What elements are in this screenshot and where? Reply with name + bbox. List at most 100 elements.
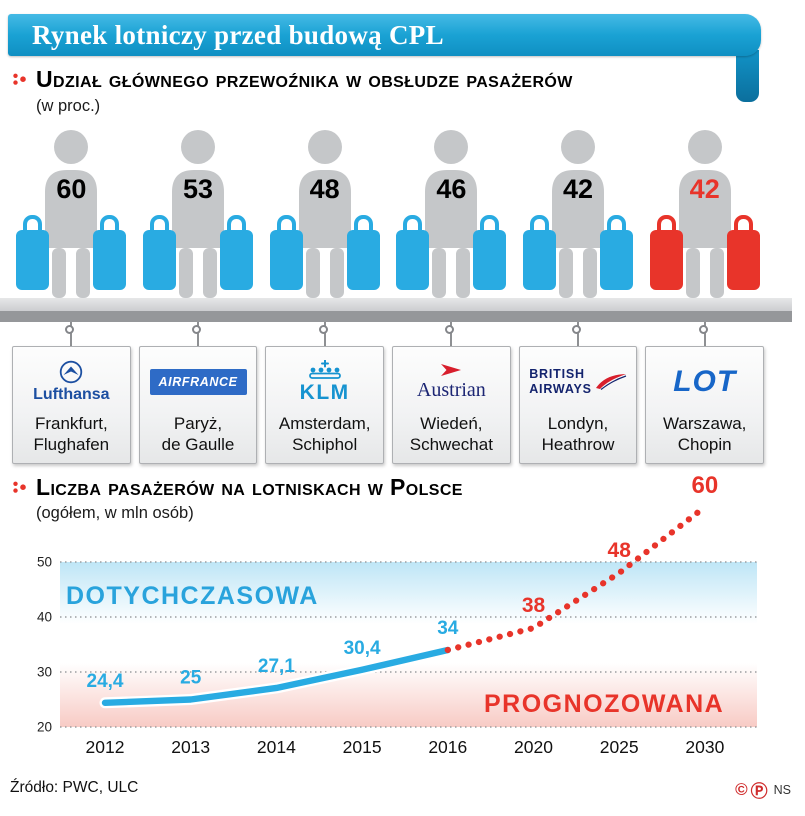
klm-crown-icon xyxy=(308,359,341,379)
figure-airfrance: 53 xyxy=(135,130,262,298)
airport-line2: Heathrow xyxy=(541,435,615,455)
airport-label: Wiedeń, Schwechat xyxy=(393,413,510,457)
svg-text:2016: 2016 xyxy=(428,737,467,757)
airport-line2: Schwechat xyxy=(409,435,493,455)
passenger-figure-icon xyxy=(143,130,253,298)
svg-text:20: 20 xyxy=(37,720,52,735)
svg-text:2014: 2014 xyxy=(257,737,296,757)
airport-label: Amsterdam, Schiphol xyxy=(266,413,383,457)
red-dots-marker-icon xyxy=(13,73,26,85)
hanger-ring xyxy=(698,325,708,334)
svg-text:2015: 2015 xyxy=(343,737,382,757)
share-value: 53 xyxy=(182,174,214,204)
airline-card: BRITISH AIRWAYS Londyn, Heathrow xyxy=(518,346,638,464)
airport-label: Paryż, de Gaulle xyxy=(140,413,257,457)
passenger-figure-icon xyxy=(396,130,507,298)
share-value: 48 xyxy=(309,174,340,204)
svg-text:25: 25 xyxy=(180,668,202,689)
svg-text:2030: 2030 xyxy=(685,737,724,757)
svg-text:30,4: 30,4 xyxy=(344,638,381,659)
svg-text:50: 50 xyxy=(37,555,52,570)
figure-lot: 42 xyxy=(641,130,768,298)
airline-card: LOT Warszawa, Chopin xyxy=(645,346,765,464)
svg-text:30: 30 xyxy=(37,665,52,680)
svg-text:60: 60 xyxy=(692,472,719,499)
svg-text:34: 34 xyxy=(437,618,459,639)
airport-line1: Wiedeń, xyxy=(420,413,483,433)
section1-subtitle: (w proc.) xyxy=(36,97,101,115)
hanger-string xyxy=(703,322,706,346)
airline-name-line2: AIRWAYS xyxy=(529,382,592,396)
share-value: 42 xyxy=(689,174,720,204)
section2-title: Liczba pasażerów na lotniskach w Polsce xyxy=(36,474,463,500)
hanger-string xyxy=(450,322,453,346)
credit-initials: NS xyxy=(773,782,791,797)
airport-line2: de Gaulle xyxy=(161,435,235,455)
lufthansa-logo: Lufthansa xyxy=(13,353,130,411)
passenger-figure-icon xyxy=(269,130,380,298)
p-mark-icon: Ⓟ xyxy=(750,782,768,801)
airline-name-line1: BRITISH xyxy=(529,367,585,381)
airline-card-airfrance: AIRFRANCE Paryż, de Gaulle xyxy=(135,322,262,464)
credits: © Ⓟ NS xyxy=(735,777,791,802)
airline-card-klm: KLM Amsterdam, Schiphol xyxy=(261,322,388,464)
svg-text:27,1: 27,1 xyxy=(258,656,295,677)
hanger-string xyxy=(323,322,326,346)
airport-line1: Amsterdam, xyxy=(278,413,371,433)
source-note: Źródło: PWC, ULC xyxy=(10,779,139,796)
airfrance-logo-box: AIRFRANCE xyxy=(149,369,247,395)
hanger-ring xyxy=(445,325,455,334)
airline-name: AIRFRANCE xyxy=(158,375,238,389)
airport-line2: Chopin xyxy=(677,435,732,455)
section2-heading: Liczba pasażerów na lotniskach w Polsce xyxy=(12,474,463,501)
figure-austrian: 46 xyxy=(388,130,515,298)
hanger-ring xyxy=(192,325,201,334)
airport-line2: Schiphol xyxy=(292,435,358,455)
airport-label: Frankfurt, Flughafen xyxy=(13,413,130,457)
section2-subtitle: (ogółem, w mln osób) xyxy=(36,504,194,522)
airport-label: Londyn, Heathrow xyxy=(520,413,637,457)
legend-forecast: PROGNOZOWANA xyxy=(484,690,725,718)
airline-card: Lufthansa Frankfurt, Flughafen xyxy=(12,346,131,464)
airline-name: Austrian xyxy=(416,378,486,401)
figure-british-airways: 42 xyxy=(515,130,642,298)
airline-card-austrian: Austrian Wiedeń, Schwechat xyxy=(388,322,515,464)
airport-line1: Paryż, xyxy=(173,413,223,433)
hanger-string xyxy=(577,322,580,346)
passenger-figure-icon xyxy=(16,130,127,298)
airline-name: KLM xyxy=(299,380,350,404)
svg-text:48: 48 xyxy=(608,539,632,562)
airport-line1: Warszawa, xyxy=(662,413,747,433)
figure-lufthansa: 60 xyxy=(8,130,135,298)
section1-heading: Udział głównego przewoźnika w obsłudze p… xyxy=(12,66,573,93)
airline-card-lot: LOT Warszawa, Chopin xyxy=(641,322,768,464)
svg-text:2012: 2012 xyxy=(86,737,125,757)
austrian-chevron-icon xyxy=(441,363,462,376)
share-value: 42 xyxy=(563,174,594,204)
airline-boxes-row: Lufthansa Frankfurt, Flughafen AIRFRANCE… xyxy=(8,322,768,464)
figure-klm: 48 xyxy=(261,130,388,298)
airline-name: LOT xyxy=(673,365,737,398)
legend-historical: DOTYCHCZASOWA xyxy=(66,582,319,610)
lot-logo: LOT xyxy=(646,353,763,411)
svg-text:2020: 2020 xyxy=(514,737,553,757)
ba-speedmarque-icon xyxy=(595,374,627,390)
airport-line1: Frankfurt, xyxy=(34,413,108,433)
page-title: Rynek lotniczy przed budową CPL xyxy=(32,19,444,50)
svg-text:2013: 2013 xyxy=(171,737,210,757)
hanger-ring xyxy=(572,325,582,334)
airfrance-logo: AIRFRANCE xyxy=(140,353,257,411)
copyright-icon: © xyxy=(735,779,748,799)
bookmark-ribbon xyxy=(736,50,759,102)
airline-card: KLM Amsterdam, Schiphol xyxy=(265,346,385,464)
svg-text:38: 38 xyxy=(522,594,546,617)
platform-shelf xyxy=(0,298,792,311)
share-value: 46 xyxy=(436,174,467,204)
hanger-string xyxy=(70,322,73,346)
airport-label: Warszawa, Chopin xyxy=(646,413,763,457)
lufthansa-crane-icon xyxy=(60,360,83,384)
svg-text:2025: 2025 xyxy=(600,737,639,757)
passengers-line-chart: 50 40 30 20 2012 2013 2014 2015 2016 2020 2025 2030… xyxy=(37,472,757,757)
share-value: 60 xyxy=(56,174,87,204)
